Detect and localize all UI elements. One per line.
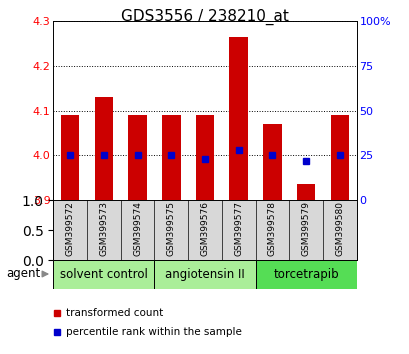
Bar (229, 37, 247, 200)
Bar (128, 115, 146, 200)
Bar (162, 115, 180, 200)
Bar (296, 184, 315, 200)
Bar (154, 260, 255, 289)
Bar (263, 124, 281, 200)
Text: GSM399574: GSM399574 (133, 201, 142, 256)
Bar (94, 97, 113, 200)
Text: GSM399575: GSM399575 (166, 201, 175, 256)
Bar (61, 115, 79, 200)
Text: GSM399573: GSM399573 (99, 201, 108, 256)
Text: GDS3556 / 238210_at: GDS3556 / 238210_at (121, 9, 288, 25)
Bar (330, 115, 348, 200)
Text: percentile rank within the sample: percentile rank within the sample (65, 327, 241, 337)
Text: GSM399577: GSM399577 (234, 201, 243, 256)
Text: solvent control: solvent control (60, 268, 147, 281)
Text: angiotensin II: angiotensin II (165, 268, 244, 281)
Text: transformed count: transformed count (65, 308, 162, 318)
Text: GSM399572: GSM399572 (65, 201, 74, 256)
Bar (195, 115, 214, 200)
Bar (255, 260, 356, 289)
Text: agent: agent (6, 268, 40, 280)
Text: GSM399576: GSM399576 (200, 201, 209, 256)
Text: GSM399578: GSM399578 (267, 201, 276, 256)
Text: GSM399579: GSM399579 (301, 201, 310, 256)
Text: GSM399580: GSM399580 (335, 201, 344, 256)
Text: torcetrapib: torcetrapib (273, 268, 338, 281)
Bar (53, 260, 154, 289)
